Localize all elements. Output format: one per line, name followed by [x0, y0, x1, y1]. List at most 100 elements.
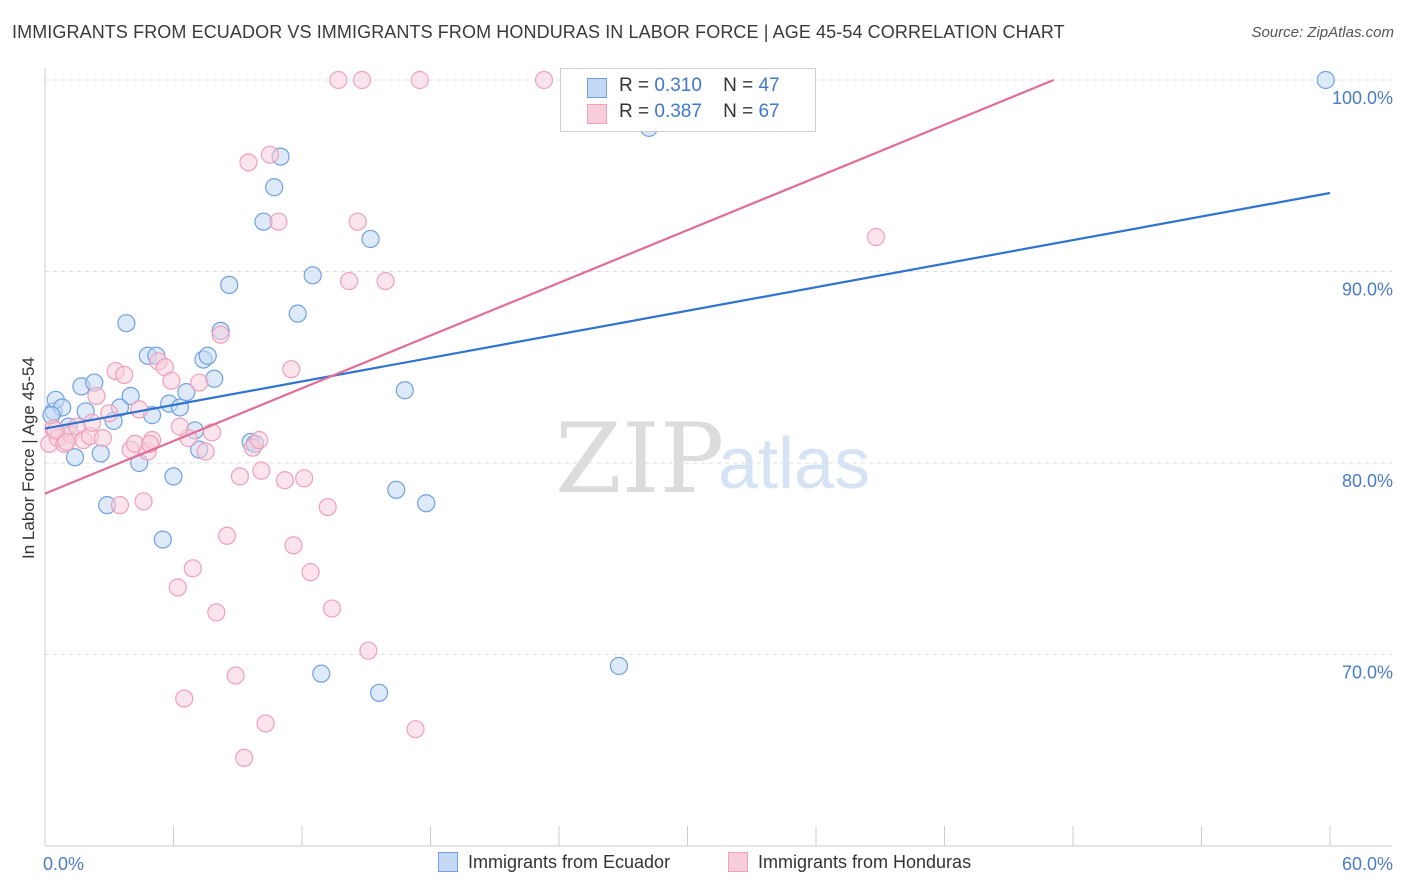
data-point	[168, 578, 187, 597]
y-tick-label: 90.0%	[1342, 280, 1393, 300]
data-point	[395, 381, 414, 400]
data-point	[239, 153, 258, 172]
data-point	[265, 178, 284, 197]
data-point	[295, 469, 314, 488]
legend-item-ecuador: Immigrants from Ecuador	[438, 852, 670, 876]
legend-n-label: N =	[723, 101, 754, 122]
trend-line-honduras	[44, 78, 1055, 495]
data-point	[260, 145, 279, 164]
data-point	[359, 641, 378, 660]
data-point	[410, 70, 429, 90]
legend-item-honduras: Immigrants from Honduras	[728, 852, 971, 876]
y-axis-label: In Labor Force | Age 45-54	[19, 357, 38, 559]
data-point	[164, 467, 183, 486]
data-point	[235, 748, 254, 768]
data-point	[202, 423, 222, 442]
data-point	[217, 526, 237, 545]
source-label: Source: ZipAtlas.com	[1251, 24, 1394, 41]
y-tick-label: 70.0%	[1342, 663, 1393, 683]
data-point	[205, 369, 224, 388]
data-point	[134, 492, 153, 511]
data-point	[361, 229, 380, 249]
data-point	[198, 346, 217, 365]
legend-r-value: 0.387	[654, 101, 702, 122]
data-point	[170, 398, 190, 417]
watermark-atlas: atlas	[718, 424, 870, 504]
data-point	[162, 371, 181, 390]
data-point	[303, 266, 322, 285]
legend-r-label: R =	[619, 75, 650, 96]
legend-n-value: 67	[758, 101, 780, 122]
x-tick-label: 0.0%	[43, 854, 84, 874]
data-point	[110, 496, 130, 515]
data-point	[57, 432, 76, 452]
tick-labels: 70.0% 80.0% 90.0% 100.0% 0.0% 60.0%	[43, 88, 1393, 874]
legend-label-ecuador: Immigrants from Ecuador	[468, 852, 671, 872]
x-tick-label: 60.0%	[1342, 854, 1393, 874]
trend-lines	[44, 78, 1331, 495]
legend-swatch-ecuador	[438, 852, 458, 872]
data-point	[83, 413, 102, 432]
data-point	[91, 444, 110, 463]
data-point	[329, 70, 348, 90]
legend-n-value: 47	[758, 75, 780, 96]
data-point	[322, 599, 342, 618]
data-point	[65, 448, 85, 467]
data-point	[534, 70, 554, 90]
data-points	[40, 70, 1335, 768]
data-point	[340, 271, 359, 291]
data-point	[230, 467, 249, 486]
axes	[44, 68, 1392, 847]
legend-swatch-honduras	[728, 852, 748, 872]
data-point	[406, 720, 425, 739]
data-point	[348, 212, 367, 231]
legend-n-label: N =	[723, 75, 754, 96]
data-point	[275, 471, 294, 490]
data-point	[252, 461, 271, 480]
data-point	[153, 530, 172, 549]
y-tick-label: 100.0%	[1332, 88, 1393, 108]
data-point	[288, 304, 307, 323]
data-point	[370, 683, 389, 702]
data-point	[312, 664, 331, 683]
data-point	[1316, 70, 1335, 90]
legend-r-label: R =	[619, 101, 650, 122]
data-point	[117, 314, 136, 333]
data-point	[183, 559, 202, 578]
chart-title: IMMIGRANTS FROM ECUADOR VS IMMIGRANTS FR…	[12, 22, 1065, 42]
series-ecuador-points	[42, 70, 1335, 702]
data-point	[226, 666, 245, 685]
trend-line-ecuador	[44, 191, 1331, 430]
data-point	[269, 212, 288, 231]
data-point	[196, 442, 215, 461]
data-point	[352, 70, 372, 90]
data-point	[301, 563, 320, 582]
data-point	[284, 536, 303, 555]
data-point	[115, 365, 134, 385]
legend-r-value: 0.310	[654, 75, 702, 96]
data-point	[121, 386, 140, 406]
grid-lines	[45, 79, 1392, 655]
stats-legend: R = 0.310 N = 47 R = 0.387 N = 67	[560, 68, 816, 132]
data-point	[170, 417, 190, 436]
data-point	[100, 404, 119, 423]
data-point	[376, 271, 395, 291]
data-point	[211, 325, 230, 344]
legend-swatch-ecuador	[587, 78, 607, 98]
data-point	[318, 497, 337, 517]
data-point	[175, 689, 194, 708]
y-tick-label: 80.0%	[1342, 471, 1393, 491]
data-point	[250, 430, 269, 450]
series-honduras-points	[40, 70, 886, 768]
data-point	[207, 603, 226, 622]
data-point	[417, 494, 436, 513]
watermark: ZIP atlas	[555, 403, 870, 515]
data-point	[87, 386, 106, 406]
data-point	[220, 275, 239, 295]
watermark-zip: ZIP	[555, 403, 724, 515]
data-point	[609, 656, 629, 676]
data-point	[282, 360, 301, 379]
data-point	[256, 714, 275, 733]
data-point	[387, 480, 406, 499]
